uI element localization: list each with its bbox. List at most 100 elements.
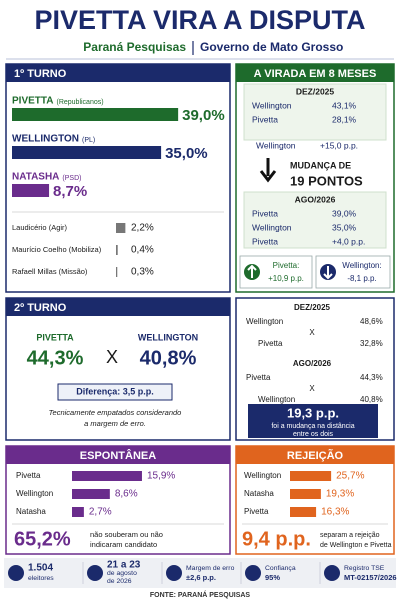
value-label: 0,4% bbox=[131, 245, 154, 256]
candidate-name: PIVETTA bbox=[36, 332, 74, 342]
party: (PL) bbox=[82, 137, 95, 144]
row-name: Wellington bbox=[258, 395, 295, 404]
row-name: Natasha bbox=[16, 507, 46, 516]
footer-text: eleitores bbox=[28, 575, 54, 582]
bar bbox=[72, 489, 110, 499]
bar bbox=[12, 184, 50, 197]
row-name: Wellington bbox=[244, 471, 281, 480]
title: PIVETTA VIRA A DISPUTA bbox=[34, 5, 365, 35]
change-text: 19 PONTOS bbox=[290, 173, 363, 188]
row-value: 28,1% bbox=[332, 114, 357, 124]
row-name: Wellington bbox=[16, 489, 53, 498]
candidate-name: Rafaell Millas (Missão) bbox=[12, 267, 88, 276]
gain-name: Wellington: bbox=[342, 261, 381, 270]
versus: X bbox=[309, 384, 315, 393]
bar bbox=[72, 507, 84, 517]
difference: Diferença: 3,5 p.p. bbox=[76, 386, 154, 396]
lead-value: +4,0 p.p. bbox=[332, 236, 365, 246]
period-date: DEZ/2025 bbox=[296, 86, 335, 96]
party: (PSD) bbox=[62, 175, 81, 182]
panel-header bbox=[6, 446, 230, 464]
period-date: AGO/2026 bbox=[295, 194, 336, 204]
value-label: 44,3% bbox=[27, 347, 84, 369]
row-value: 39,0% bbox=[332, 208, 357, 218]
bar bbox=[116, 223, 126, 233]
subtitle: Paraná Pesquisas bbox=[83, 40, 186, 54]
note: separam a rejeição bbox=[320, 532, 380, 539]
bar bbox=[290, 489, 321, 499]
footer-text: Registro TSE bbox=[344, 565, 385, 572]
value-label: 8,6% bbox=[115, 489, 138, 500]
panel-title: ESPONTÂNEA bbox=[80, 449, 156, 462]
highlight: 19,3 p.p. bbox=[287, 405, 339, 420]
footer-text: de 2026 bbox=[107, 578, 132, 585]
panel-title: REJEIÇÃO bbox=[287, 449, 344, 462]
footer-text: de agosto bbox=[107, 570, 137, 577]
icon bbox=[324, 565, 340, 581]
period-box bbox=[243, 191, 387, 249]
lead-value: +15,0 p.p. bbox=[320, 140, 358, 150]
panel-title: 1º TURNO bbox=[14, 68, 67, 80]
note: foi a mudança na distância bbox=[271, 423, 354, 430]
note: Tecnicamente empatados considerando bbox=[49, 408, 182, 417]
candidate-name: NATASHA bbox=[12, 172, 59, 183]
panel-title: A VIRADA EM 8 MESES bbox=[254, 68, 377, 80]
period-date: AGO/2026 bbox=[293, 359, 332, 368]
footer-text: MT-02157/2026 bbox=[344, 573, 397, 582]
note: a margem de erro. bbox=[84, 419, 146, 428]
arrow-down bbox=[259, 158, 277, 183]
change-text: MUDANÇA DE bbox=[290, 160, 351, 170]
row-name: Pivetta bbox=[244, 507, 269, 516]
row-value: 48,6% bbox=[360, 317, 383, 326]
candidate-name: WELLINGTON bbox=[138, 332, 198, 342]
row-name: Wellington bbox=[252, 222, 292, 232]
row-value: 43,1% bbox=[332, 100, 357, 110]
source: FONTE: PARANÁ PESQUISAS bbox=[150, 590, 251, 599]
bar bbox=[12, 108, 179, 121]
highlight-box bbox=[248, 404, 378, 438]
bar bbox=[12, 146, 162, 159]
row-value: 44,3% bbox=[360, 373, 383, 382]
row-name: Pivetta bbox=[258, 339, 283, 348]
change-box bbox=[315, 255, 391, 289]
row-name: Wellington bbox=[246, 317, 283, 326]
panel-header bbox=[6, 298, 230, 316]
icon bbox=[166, 565, 182, 581]
gain-value: -8,1 p.p. bbox=[347, 274, 376, 283]
value-label: 8,7% bbox=[53, 183, 87, 200]
icon bbox=[245, 565, 261, 581]
note: de Wellington e Pivetta bbox=[320, 542, 392, 549]
panel-header bbox=[236, 64, 394, 82]
value-label: 2,2% bbox=[131, 223, 154, 234]
value-label: 19,3% bbox=[326, 489, 354, 500]
period-box bbox=[243, 83, 387, 141]
difference-box bbox=[57, 383, 173, 401]
note: entre os dois bbox=[293, 431, 334, 438]
arrow bbox=[247, 264, 257, 278]
footer-text: Margem de erro bbox=[186, 565, 235, 572]
row-value: 40,8% bbox=[360, 395, 383, 404]
value-label: 40,8% bbox=[140, 347, 197, 369]
bar bbox=[72, 471, 142, 481]
note: não souberam ou não bbox=[90, 530, 163, 539]
value-label: 25,7% bbox=[336, 471, 364, 482]
lead-name: Pivetta bbox=[252, 236, 278, 246]
big-number: 65,2% bbox=[14, 528, 71, 550]
footer-text: 21 a 23 bbox=[107, 560, 141, 571]
row-value: 35,0% bbox=[332, 222, 357, 232]
note: indicaram candidato bbox=[90, 540, 157, 549]
icon bbox=[8, 565, 24, 581]
value-label: 35,0% bbox=[165, 145, 208, 162]
candidate-name: WELLINGTON bbox=[12, 134, 79, 145]
gain-name: Pivetta: bbox=[273, 261, 300, 270]
change-box bbox=[239, 255, 313, 289]
subtitle: Governo de Mato Grosso bbox=[200, 40, 343, 54]
party: (Republicanos) bbox=[56, 99, 103, 106]
bar bbox=[290, 471, 332, 481]
candidate-name: Laudicério (Agir) bbox=[12, 223, 68, 232]
row-value: 32,8% bbox=[360, 339, 383, 348]
versus: X bbox=[106, 347, 118, 367]
footer-text: ±2,6 p.p. bbox=[186, 573, 216, 582]
panel bbox=[235, 297, 395, 441]
